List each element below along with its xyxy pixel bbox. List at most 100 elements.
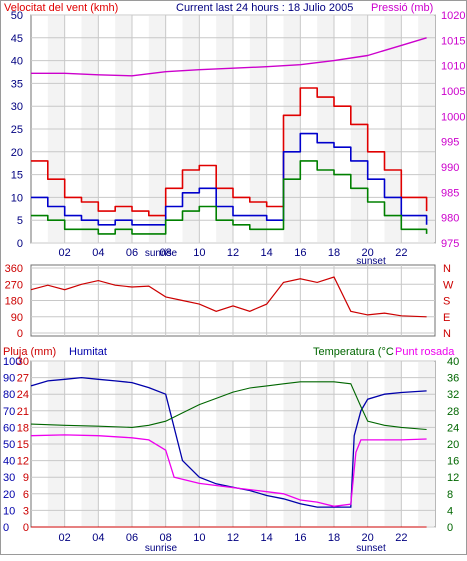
humidity-tick-label: 20 [3,489,15,501]
wind-axis-label: Velocitat del vent (kmh) [4,2,118,14]
rain-axis-label: Pluja (mm) [3,346,56,358]
temperature-axis-label: Temperatura (°C [313,346,394,358]
direction-compass-label: W [443,279,454,291]
direction-compass-label: N [443,263,451,275]
temperature-tick-label: 40 [447,356,459,368]
temperature-humidity-panel: Pluja (mm) Humitat Temperatura (°C Punt … [3,346,459,554]
wind-tick-label: 50 [11,10,23,22]
pressure-tick-label: 1015 [441,35,465,47]
direction-panel-grid [31,265,435,336]
wind-hour-label: 22 [395,247,407,259]
dewpoint-axis-label: Punt rosada [395,346,455,358]
wind-tick-label: 20 [11,147,23,159]
pressure-tick-label: 980 [441,213,459,225]
wind-hour-label: 20 [362,247,374,259]
direction-series-line [30,276,427,318]
temp-hour-label: 08 [160,532,172,544]
wind_low-series-line [31,160,428,235]
humidity-tick-label: 30 [3,472,15,484]
temp-hour-label: 16 [294,532,306,544]
rain-tick-label: 30 [17,356,29,368]
humidity-tick-label: 60 [3,422,15,434]
wind-hour-label: 14 [261,247,273,259]
pressure-y-ticks: 975 980 985 990 995 1000 1005 1010 1015 1020 [441,10,465,250]
rain-tick-label: 15 [17,439,29,451]
temperature-tick-label: 24 [447,422,459,434]
humidity-axis-label: Humitat [69,346,107,358]
temp-hour-label: 18 [328,532,340,544]
temp-panel-series [30,376,427,528]
pressure-tick-label: 995 [441,137,459,149]
wind-hour-label: 02 [59,247,71,259]
wind-pressure-panel: Velocitat del vent (kmh) Current last 24… [4,2,465,267]
humidity-tick-label: 40 [3,456,15,468]
temperature-tick-label: 36 [447,373,459,385]
temp-hour-label: 22 [395,532,407,544]
wind-tick-label: 15 [11,170,23,182]
temp-x-ticks: 02 04 06 08 10 12 14 16 18 20 22 [59,532,408,544]
temperature-tick-label: 12 [447,472,459,484]
temp-hour-label: 12 [227,532,239,544]
direction-degree-label: 0 [17,328,23,340]
rain-tick-label: 6 [23,489,29,501]
temperature-tick-label: 4 [447,505,453,517]
rain-tick-label: 3 [23,505,29,517]
direction-compass-label: N [443,328,451,340]
wind-hour-label: 12 [227,247,239,259]
gust-series-line [31,87,428,217]
temperature-tick-label: 32 [447,389,459,401]
direction-degree-label: 360 [5,263,23,275]
rain-tick-label: 24 [17,389,29,401]
temperature-tick-label: 0 [447,522,453,534]
temp-hour-label: 04 [92,532,104,544]
pressure-tick-label: 1010 [441,61,465,73]
temp-hour-label: 14 [261,532,273,544]
direction-compass-label: E [443,312,450,324]
wind-hour-label: 10 [193,247,205,259]
temp-hour-label: 06 [126,532,138,544]
temp-hour-label: 02 [59,532,71,544]
direction-degree-ticks: 360 270 180 90 0 [5,263,23,340]
rain-tick-label: 0 [23,522,29,534]
pressure-tick-label: 975 [441,238,459,250]
rain-tick-label: 18 [17,422,29,434]
pressure-axis-label: Pressió (mb) [371,2,433,14]
humidity-tick-label: 10 [3,505,15,517]
rain-tick-label: 9 [23,472,29,484]
wind-y-ticks: 0 5 10 15 20 25 30 35 40 45 50 [11,10,23,250]
wind-tick-label: 45 [11,33,23,45]
direction-panel-series [30,276,427,318]
wind-hour-label: 06 [126,247,138,259]
temperature-tick-label: 28 [447,406,459,418]
temp-hour-label: 10 [193,532,205,544]
wind-hour-label: 08 [160,247,172,259]
rain-tick-label: 12 [17,456,29,468]
humidity-tick-label: 80 [3,389,15,401]
humidity-tick-label: 50 [3,439,15,451]
wind_avg-series-line [31,132,428,226]
rain-tick-label: 21 [17,406,29,418]
wind-tick-label: 40 [11,56,23,68]
sunset-label-bottom: sunset [356,543,386,554]
direction-degree-label: 180 [5,296,23,308]
sunrise-label-bottom: sunrise [145,543,178,554]
humidity-tick-label: 100 [3,356,21,368]
temperature-series-line [30,381,427,431]
chart-title: Current last 24 hours : 18 Julio 2005 [176,2,353,14]
wind-tick-label: 30 [11,101,23,113]
direction-degree-label: 270 [5,279,23,291]
wind-hour-label: 18 [328,247,340,259]
pressure-tick-label: 1000 [441,111,465,123]
pressure-series-line [31,37,427,77]
wind-tick-label: 5 [17,215,23,227]
dewpoint-series-line [30,434,427,507]
sunset-label-top: sunset [356,256,386,267]
direction-compass-label: S [443,296,450,308]
